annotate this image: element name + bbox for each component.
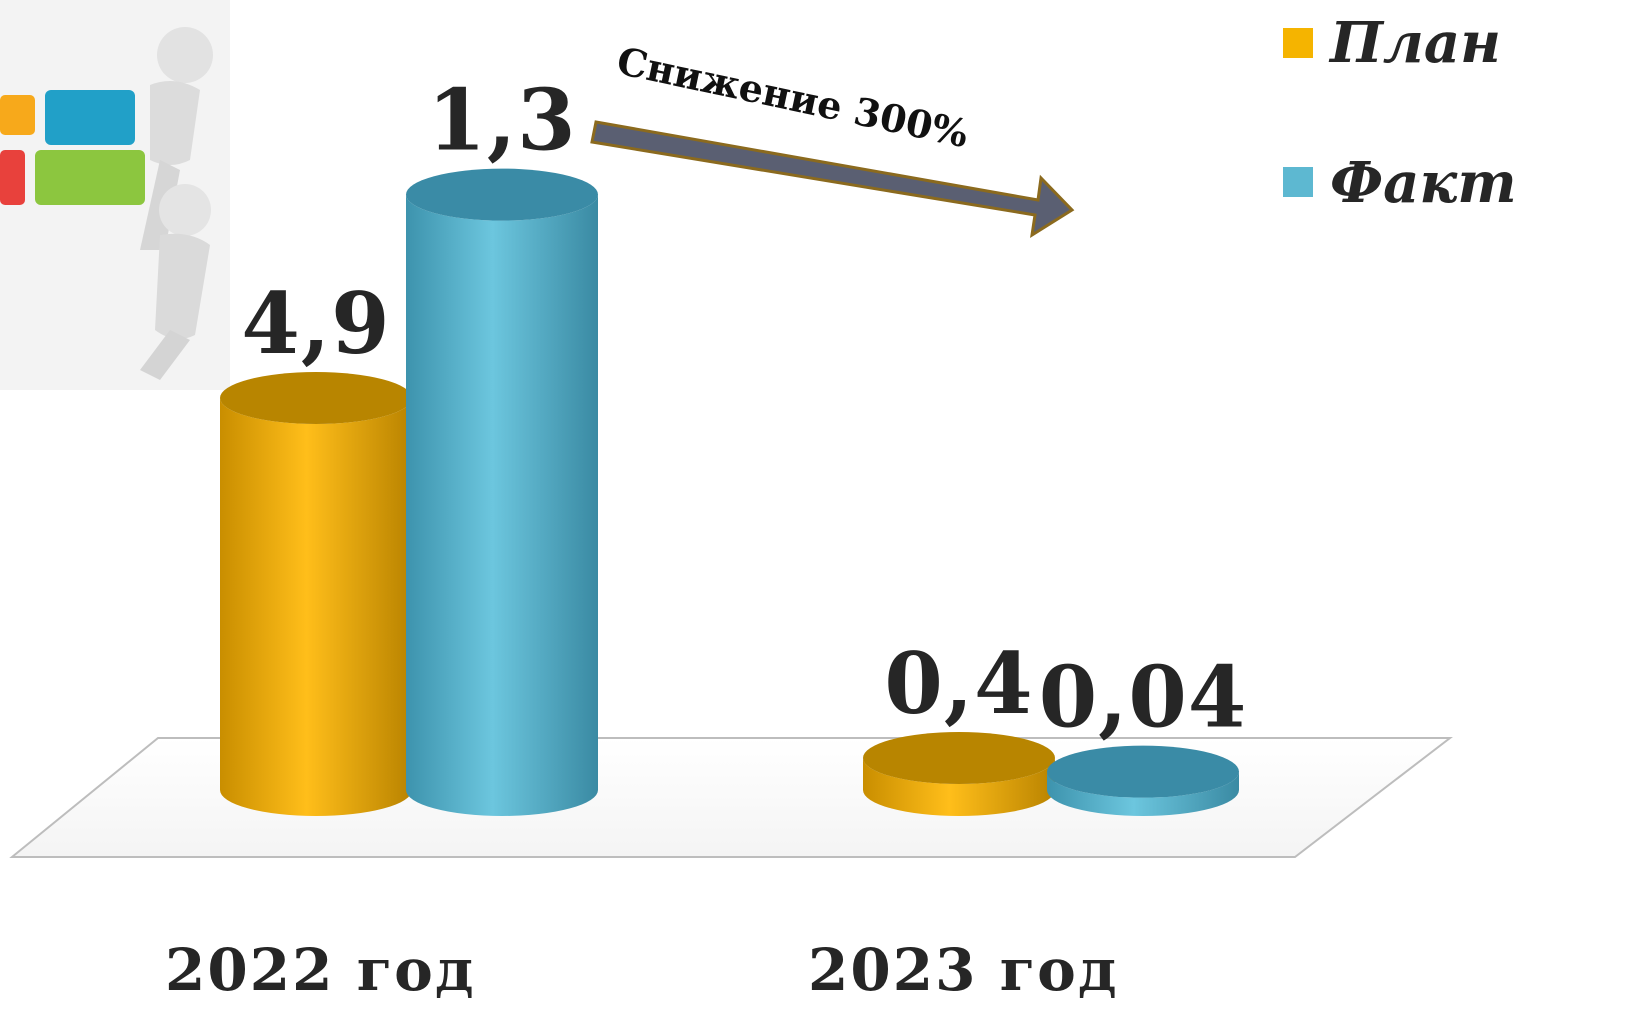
bars-group: 4,9 0,4 1,3 0,04 <box>220 71 1248 817</box>
trend-down-arrow-icon <box>590 120 1075 238</box>
puzzle-figures-icon <box>0 0 230 390</box>
bar-top-fakt-2023 <box>1047 745 1239 798</box>
legend: План Факт <box>1283 10 1517 216</box>
bar-top-fakt-2022 <box>406 168 598 221</box>
legend-label-plan: План <box>1328 10 1501 76</box>
data-label-fakt-2022: 1,3 <box>427 71 576 170</box>
bar-fakt-2023 <box>1047 771 1239 816</box>
bar-top-plan-2023 <box>863 732 1055 784</box>
bar-fakt-2022 <box>406 194 598 817</box>
bar-plan-2022 <box>220 398 412 816</box>
bar-plan-2023 <box>863 758 1055 816</box>
category-label-2022: 2022 год <box>165 936 476 1004</box>
legend-label-fakt: Факт <box>1330 150 1517 216</box>
data-label-plan-2023: 0,4 <box>884 634 1033 733</box>
data-label-fakt-2023: 0,04 <box>1039 648 1248 747</box>
data-label-plan-2022: 4,9 <box>241 274 390 373</box>
legend-swatch-plan <box>1283 28 1313 58</box>
bar-top-plan-2022 <box>220 372 412 424</box>
category-label-2023: 2023 год <box>808 936 1119 1004</box>
legend-swatch-fakt <box>1283 167 1313 197</box>
